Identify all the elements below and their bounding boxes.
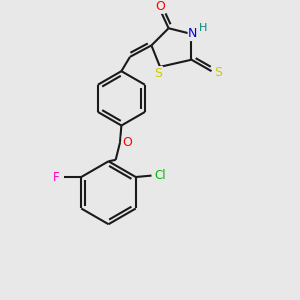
Text: O: O [155, 0, 165, 13]
Text: F: F [53, 170, 59, 184]
Text: Cl: Cl [154, 169, 166, 182]
Text: H: H [199, 23, 208, 33]
Text: N: N [188, 28, 198, 40]
Text: S: S [154, 67, 163, 80]
Text: S: S [214, 66, 222, 79]
Text: O: O [122, 136, 132, 149]
